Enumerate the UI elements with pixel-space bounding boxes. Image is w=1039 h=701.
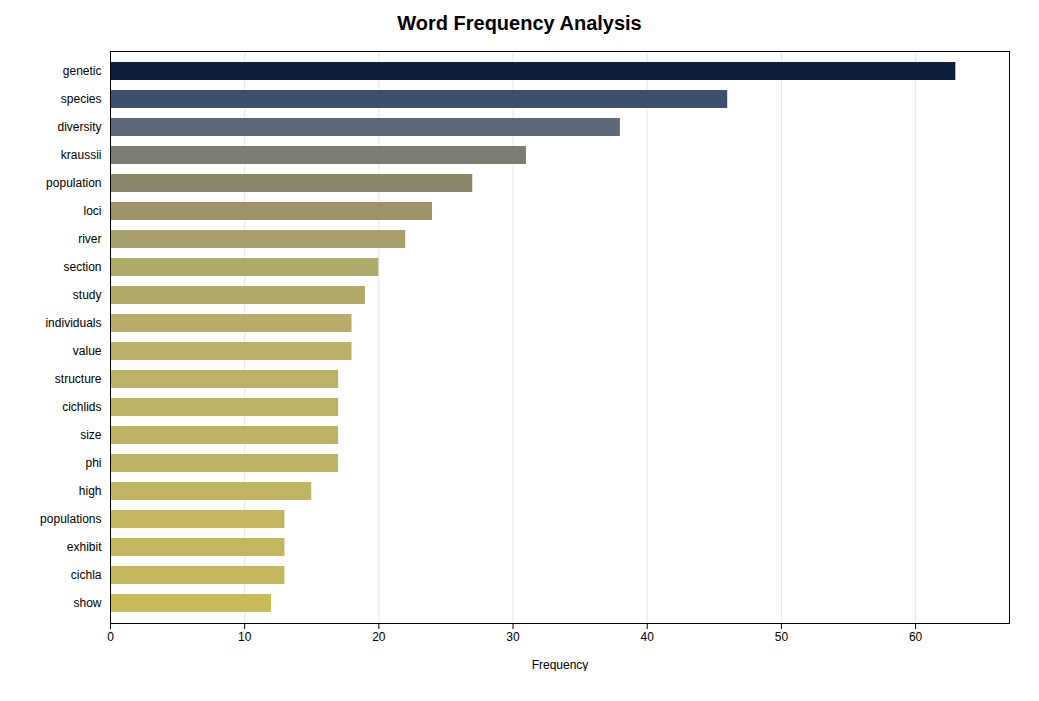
svg-text:Frequency: Frequency — [532, 658, 589, 672]
svg-text:kraussii: kraussii — [61, 148, 102, 162]
svg-text:structure: structure — [55, 372, 102, 386]
svg-text:30: 30 — [506, 630, 520, 644]
svg-text:study: study — [73, 288, 102, 302]
svg-text:60: 60 — [909, 630, 923, 644]
svg-text:50: 50 — [775, 630, 789, 644]
svg-text:diversity: diversity — [57, 120, 101, 134]
svg-text:population: population — [46, 176, 101, 190]
svg-text:exhibit: exhibit — [67, 540, 102, 554]
svg-text:loci: loci — [83, 204, 101, 218]
svg-text:show: show — [73, 596, 101, 610]
svg-text:species: species — [61, 92, 102, 106]
svg-text:section: section — [63, 260, 101, 274]
svg-text:cichlids: cichlids — [62, 400, 101, 414]
svg-text:40: 40 — [641, 630, 655, 644]
svg-text:high: high — [79, 484, 102, 498]
svg-text:individuals: individuals — [45, 316, 101, 330]
svg-text:0: 0 — [107, 630, 114, 644]
svg-text:cichla: cichla — [71, 568, 102, 582]
svg-text:genetic: genetic — [63, 64, 102, 78]
svg-text:river: river — [78, 232, 101, 246]
html-text:Word Frequency Analysis: Word Frequency Analysis — [397, 12, 642, 34]
svg-text:phi: phi — [85, 456, 101, 470]
svg-text:size: size — [80, 428, 102, 442]
svg-text:populations: populations — [40, 512, 101, 526]
svg-text:10: 10 — [238, 630, 252, 644]
svg-text:value: value — [73, 344, 102, 358]
svg-text:20: 20 — [372, 630, 386, 644]
